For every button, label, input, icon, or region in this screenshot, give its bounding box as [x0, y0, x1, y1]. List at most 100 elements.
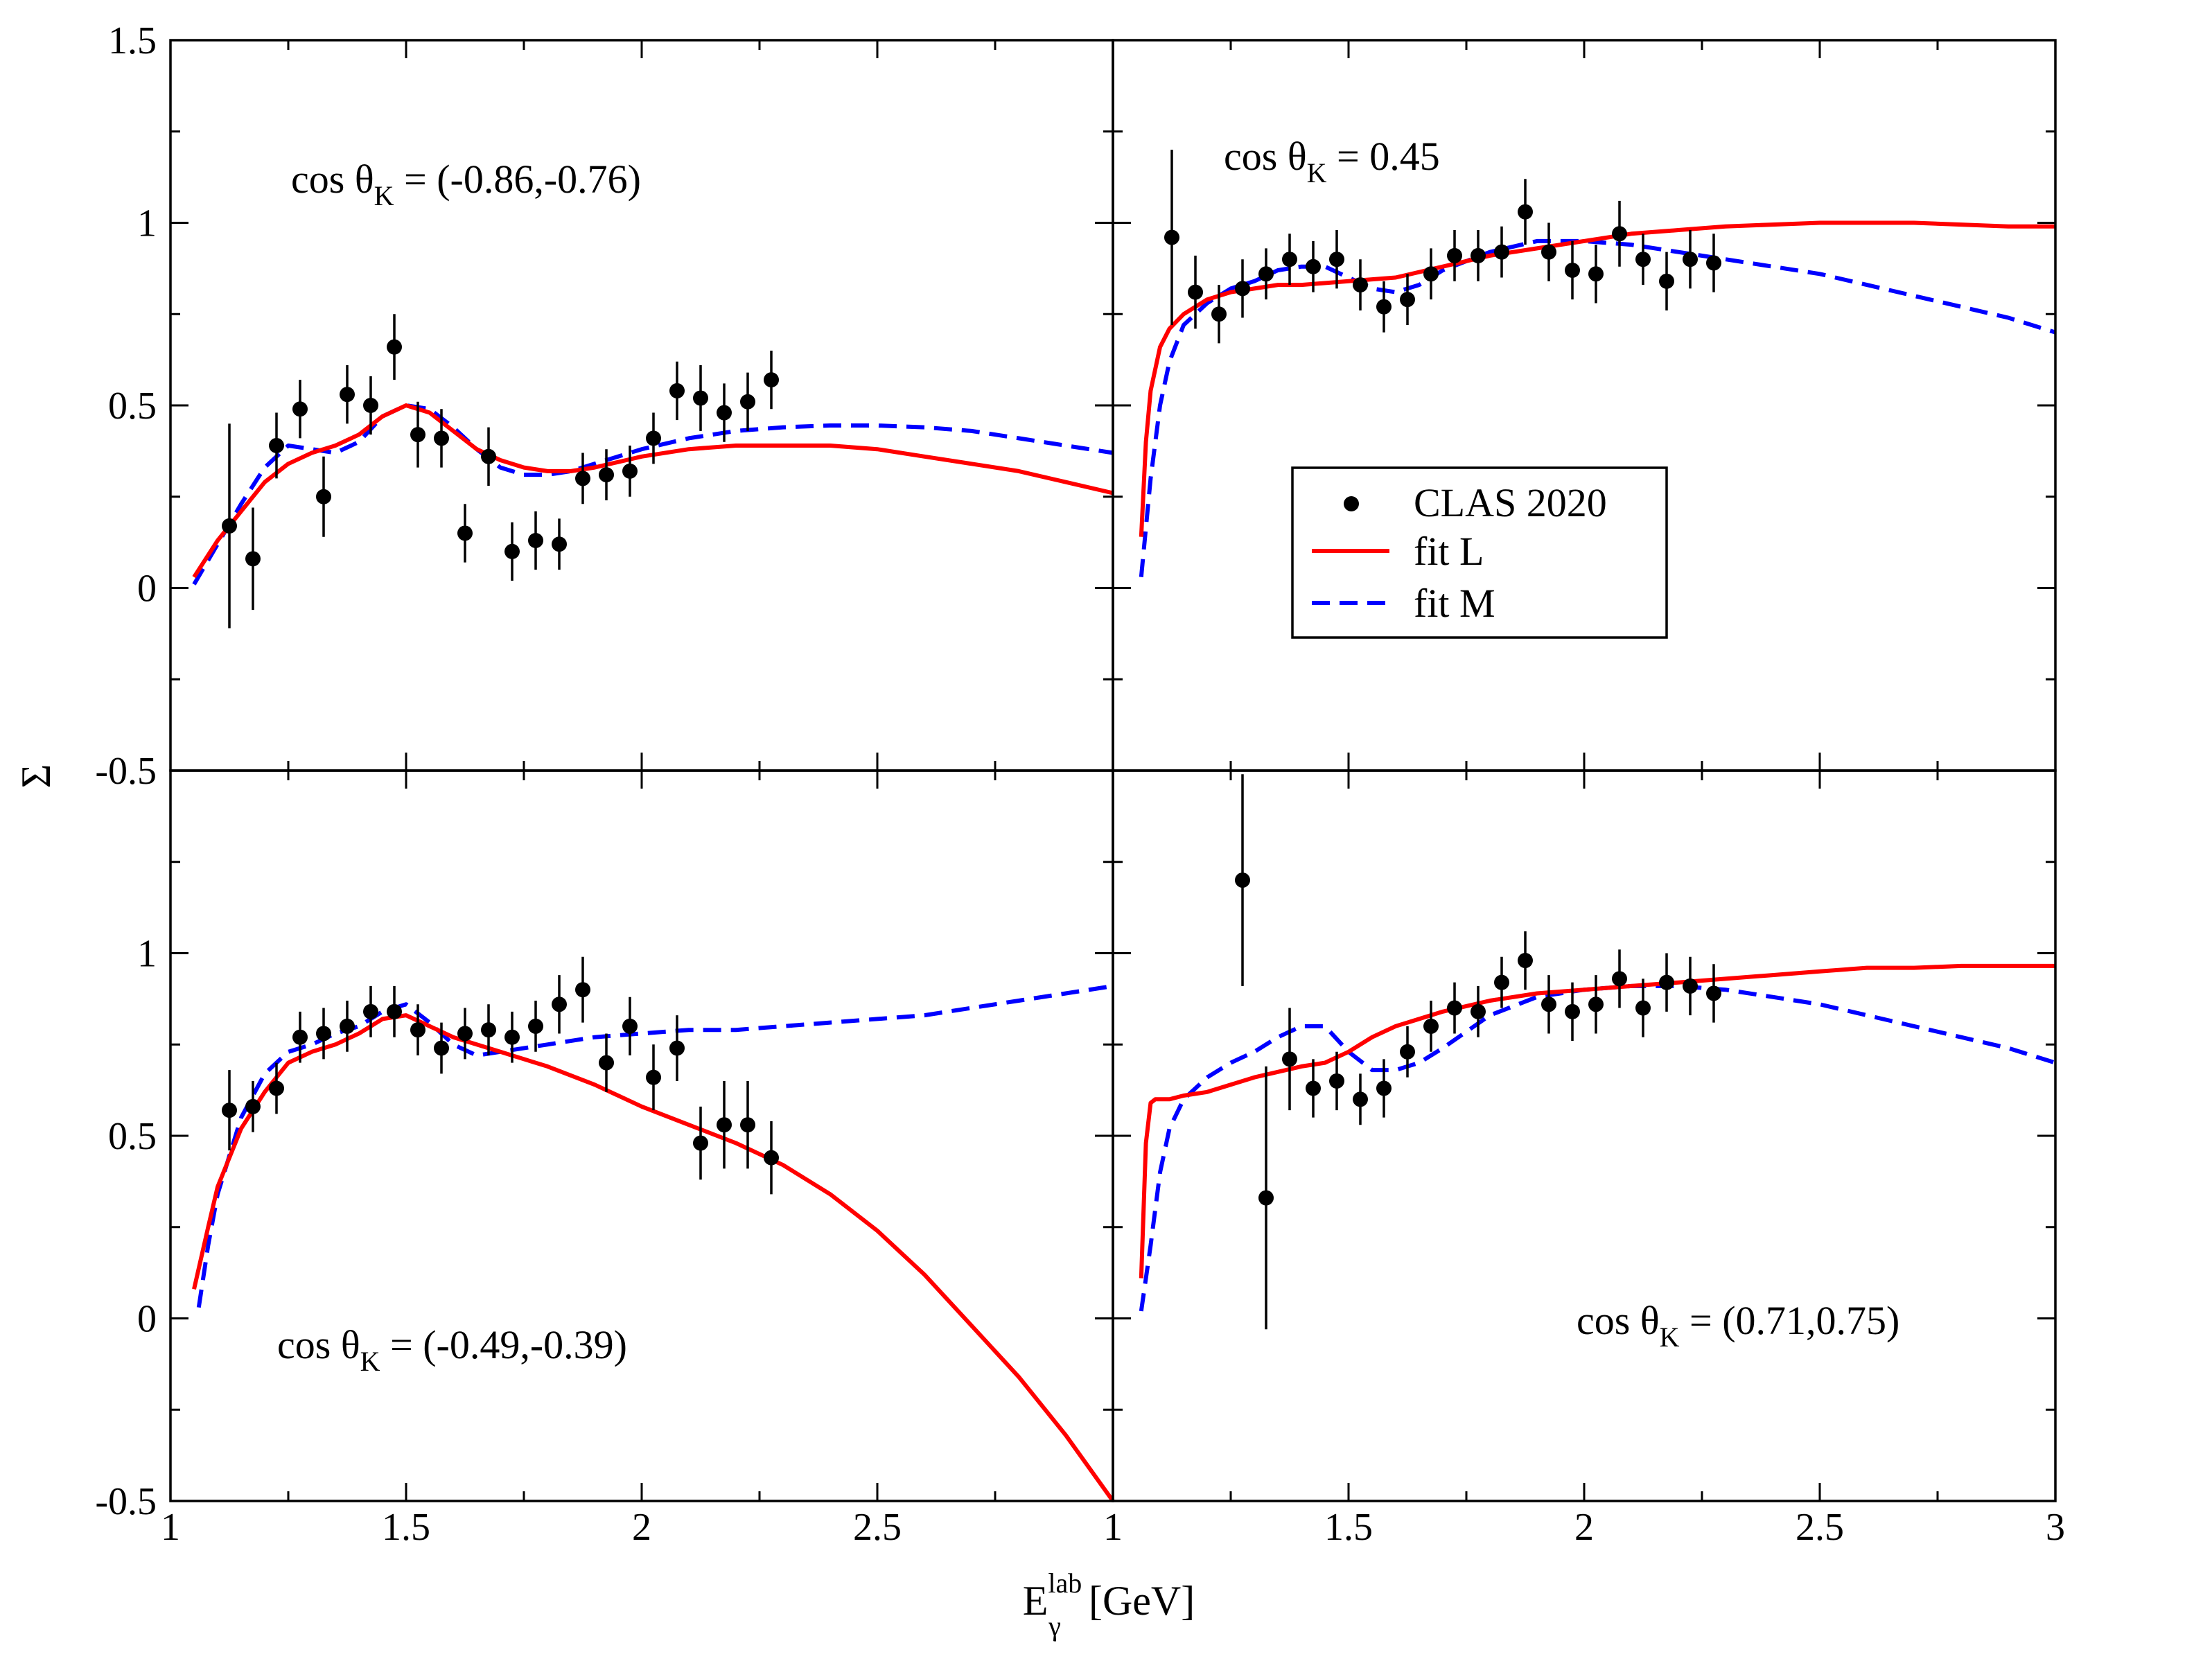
data-point — [1683, 978, 1698, 994]
data-point — [1612, 226, 1627, 242]
data-point — [481, 1022, 496, 1038]
data-point — [1282, 1051, 1297, 1067]
data-point — [387, 1003, 402, 1019]
panel-annotation: cos θK = 0.45 — [1224, 134, 1440, 188]
data-point — [646, 430, 661, 446]
data-point — [1635, 1000, 1651, 1016]
data-point — [1306, 258, 1321, 274]
data-point — [1447, 1000, 1462, 1016]
fit-l-line — [192, 403, 1114, 579]
data-point — [1376, 1080, 1392, 1096]
data-point — [1518, 204, 1533, 220]
x-tick-label: 1.5 — [382, 1506, 430, 1549]
data-point — [387, 339, 402, 355]
x-tick-label: 1 — [161, 1506, 180, 1549]
x-axis-label-sub: γ — [1048, 1610, 1061, 1642]
panel-annotation: cos θK = (0.71,0.75) — [1577, 1298, 1899, 1353]
data-point — [669, 383, 685, 398]
data-point — [1329, 1073, 1344, 1089]
legend-label-fit-m: fit M — [1414, 581, 1495, 626]
data-point — [1471, 1003, 1486, 1019]
data-point — [1211, 306, 1227, 322]
data-point — [1400, 1044, 1415, 1060]
data-point — [1659, 273, 1674, 289]
data-point — [1588, 266, 1604, 282]
x-axis-label-unit: [GeV] — [1089, 1578, 1195, 1624]
data-point — [269, 1080, 284, 1096]
data-point — [1400, 292, 1415, 308]
panel-annotation: cos θK = (-0.86,-0.76) — [291, 157, 641, 211]
fit-m-line — [1139, 238, 2056, 577]
data-point — [622, 1018, 638, 1034]
panel-bottom-right: cos θK = (0.71,0.75) — [1112, 769, 2057, 1502]
data-point — [1494, 974, 1509, 990]
data-point — [1541, 244, 1556, 260]
data-point — [1565, 1003, 1580, 1019]
y-tick-label: 0 — [137, 568, 157, 611]
annotation-main: cos θ — [277, 1322, 360, 1367]
data-point — [1353, 277, 1368, 293]
data-point — [669, 1040, 685, 1056]
annotation-sub: K — [360, 1346, 380, 1377]
data-point — [693, 390, 708, 406]
data-point — [717, 405, 732, 421]
data-point — [1471, 247, 1486, 263]
data-point — [1423, 1018, 1439, 1034]
data-point — [1565, 263, 1580, 279]
data-point — [552, 536, 567, 552]
data-point — [410, 1022, 425, 1038]
annotation-sub: K — [1660, 1322, 1680, 1353]
x-tick-label: 1 — [1103, 1506, 1123, 1549]
data-point — [316, 1026, 331, 1042]
data-point — [1376, 299, 1392, 315]
data-point — [764, 372, 779, 388]
legend-marker-clas — [1344, 496, 1359, 511]
data-point — [740, 1117, 755, 1133]
data-point — [1612, 971, 1627, 987]
data-point — [1258, 1190, 1274, 1206]
data-point — [717, 1117, 732, 1133]
data-point — [622, 463, 638, 479]
data-point — [1706, 985, 1721, 1001]
data-point — [1235, 872, 1250, 888]
data-point — [410, 427, 425, 443]
data-point — [481, 448, 496, 464]
x-axis-label-main: E — [1023, 1578, 1048, 1624]
data-point — [504, 1029, 520, 1045]
data-point — [245, 551, 261, 567]
panel-annotation: cos θK = (-0.49,-0.39) — [277, 1322, 627, 1377]
y-tick-label: 1.5 — [108, 19, 157, 62]
panel-frame — [1112, 769, 2057, 1502]
data-point — [457, 525, 473, 541]
data-point — [1518, 953, 1533, 969]
data-point — [1447, 247, 1462, 263]
annotation-main: cos θ — [1224, 134, 1307, 179]
y-tick-label: 0.5 — [108, 1115, 157, 1158]
annotation-value: = 0.45 — [1327, 134, 1440, 179]
y-axis-label: Σ — [13, 764, 59, 789]
annotation-sub: K — [374, 180, 394, 211]
data-point — [316, 489, 331, 504]
annotation-main: cos θ — [1577, 1298, 1660, 1343]
data-point — [1635, 252, 1651, 267]
data-point — [1188, 284, 1203, 300]
labels-layer: Σ Elab γ [GeV] — [13, 764, 1195, 1642]
data-point — [575, 471, 590, 486]
x-tick-label: 3 — [2046, 1506, 2065, 1549]
x-tick-label: 1.5 — [1324, 1506, 1373, 1549]
data-point — [599, 1055, 614, 1071]
data-point — [292, 1029, 308, 1045]
data-point — [434, 430, 449, 446]
data-point — [340, 1018, 355, 1034]
data-point — [292, 401, 308, 417]
fit-l-line — [1139, 220, 2055, 537]
data-point — [693, 1135, 708, 1151]
y-tick-label: -0.5 — [95, 750, 157, 793]
data-point — [552, 997, 567, 1012]
data-point — [363, 398, 378, 413]
y-tick-label: 0.5 — [108, 385, 157, 428]
